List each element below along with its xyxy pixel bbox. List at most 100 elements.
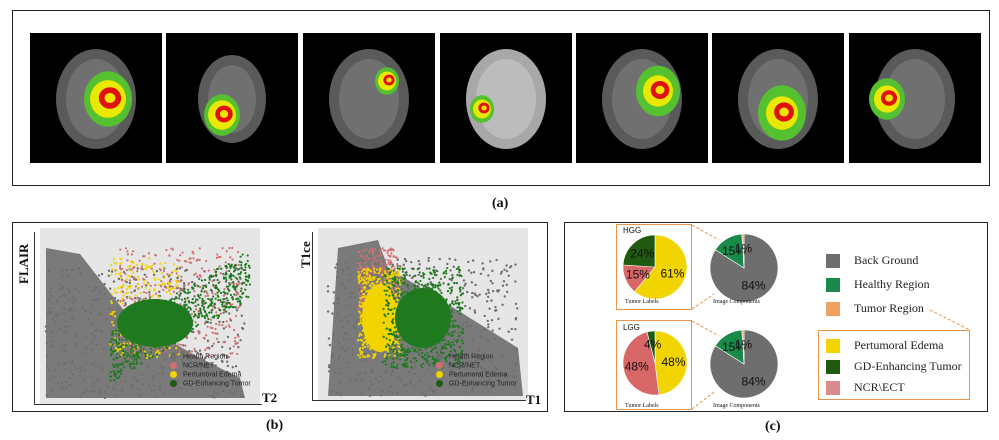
brain-inner — [476, 59, 536, 139]
legend-ncr-label: NCR\ECT — [854, 380, 905, 394]
legend-swatch-healthy — [826, 278, 840, 292]
hgg-pie-frame — [616, 224, 692, 310]
pie-slice-label: 15% — [626, 267, 650, 281]
pie-slice — [622, 331, 660, 396]
pie-slice-label: 1% — [735, 241, 753, 255]
legend-dot — [436, 371, 443, 378]
scatter-legend-item: Health Region — [436, 353, 493, 360]
scatter-legend-item: GD-Enhancing Tumor — [436, 380, 517, 387]
connector-line — [691, 320, 720, 337]
legend-label: Health Region — [449, 353, 494, 361]
pie-slice-label: 24% — [630, 246, 654, 260]
legend-dot — [436, 362, 443, 369]
scatter-1-xlabel: T2 — [262, 390, 278, 405]
panel-a-caption: (a) — [492, 196, 509, 211]
scatter-1-ylabel: FLAIR — [16, 243, 31, 284]
scatter-legend-item: NCR/NET — [170, 362, 214, 369]
legend-swatch-background — [826, 254, 840, 268]
pie-0: 61% 15% 24% — [622, 234, 688, 300]
pie-slice — [634, 234, 688, 300]
scatter-2-axis — [312, 232, 313, 400]
pie-charts: 61%15%24%84%15%1%48%48%4%84%15%1% — [622, 233, 779, 399]
tumor-necrosis-region — [481, 105, 487, 111]
legend-label: Health Region — [183, 353, 228, 361]
legend-background-label: Back Ground — [854, 253, 919, 267]
legend-label: NCR/NET — [183, 362, 215, 370]
pie-slice-label: 84% — [741, 374, 765, 388]
tumor-necrosis-region — [779, 107, 789, 117]
scatter-plot-svg — [44, 246, 252, 400]
pie-slice — [654, 330, 688, 396]
tumor-necrosis-region — [885, 94, 893, 102]
brain-inner — [885, 59, 945, 139]
pie-slice-label: 1% — [735, 337, 753, 351]
legend-dot — [170, 380, 177, 387]
legend-dot — [170, 362, 177, 369]
pie-2: 48%48%4% — [622, 330, 688, 396]
connector-line — [929, 309, 971, 331]
legend-swatch-enhancing — [826, 360, 840, 374]
legend-edema-label: Pertumoral Edema — [854, 338, 944, 352]
scatter-legend-item: Pertumoral Edema — [436, 371, 507, 378]
hgg-title: HGG — [623, 226, 642, 235]
edema-core — [362, 284, 398, 352]
scatter-2-xlabel: T1 — [526, 392, 542, 407]
scatter-plot-svg — [326, 240, 523, 398]
scatter-2-axis-x — [312, 400, 526, 401]
legend-label: Pertumoral Edema — [183, 371, 242, 379]
mri-scan-3 — [303, 33, 435, 163]
legend-label: Pertumoral Edema — [449, 371, 508, 379]
pie-slice-label: 15% — [722, 244, 746, 258]
hgg-image-components-caption: Image Components — [713, 299, 760, 305]
mri-scan-7 — [849, 33, 981, 163]
legend-label: NCR/NET — [449, 362, 481, 370]
legend-healthy-label: Healthy Region — [854, 277, 930, 291]
scatter-plot-t1ce-t1 — [318, 228, 528, 400]
legend-label: GD-Enhancing Tumor — [449, 380, 517, 388]
panel-c-caption: (c) — [765, 419, 781, 434]
lgg-pie-frame — [616, 320, 692, 410]
mri-scan-2 — [166, 33, 298, 163]
enhancing-core — [117, 299, 193, 347]
pie-slice-label: 15% — [722, 340, 746, 354]
scatter-legend-item: Health Region — [170, 353, 227, 360]
mri-scan-1 — [30, 33, 162, 163]
legend-swatch-edema — [826, 339, 840, 353]
enhancing-core — [395, 288, 451, 348]
tumor-necrosis-region — [655, 85, 665, 95]
scatter-plot-flair-t2 — [40, 228, 260, 404]
pie-1: 84% 15%1% — [709, 233, 779, 303]
legend-dot — [436, 380, 443, 387]
connector-line — [691, 293, 715, 310]
legend-dot — [170, 371, 177, 378]
legend-swatch-tumor-region — [826, 302, 840, 316]
connector-line — [691, 224, 720, 241]
scatter-1-axis — [34, 232, 35, 404]
mri-scan-5 — [576, 33, 708, 163]
pie-slice — [741, 233, 745, 269]
tumor-legend-frame — [818, 330, 970, 400]
lgg-tumor-labels-caption: Tumor Labels — [625, 403, 659, 409]
scatter-1-axis-x — [34, 404, 262, 405]
lgg-image-components-caption: Image Components — [713, 403, 760, 409]
lgg-title: LGG — [623, 323, 640, 332]
pie-slice — [622, 234, 656, 268]
legend-label: GD-Enhancing Tumor — [183, 380, 251, 388]
legend-dot — [436, 353, 443, 360]
legend-tumor-region-label: Tumor Region — [854, 301, 924, 315]
mri-scan-4 — [440, 33, 572, 163]
tumor-necrosis-region — [386, 77, 392, 83]
scatter-legend-item: Pertumoral Edema — [170, 371, 241, 378]
scatter-legend-item: NCR/NET — [436, 362, 480, 369]
tumor-necrosis-region — [104, 92, 116, 104]
pie-slice-label: 48% — [625, 359, 649, 373]
health-region-cloud — [46, 248, 245, 398]
panel-b-caption: (b) — [266, 418, 284, 433]
pie-slice-label: 48% — [662, 355, 686, 369]
pie-3: 84% 15%1% — [709, 329, 779, 399]
pie-slice-label: 61% — [660, 266, 684, 280]
legend-enhancing-label: GD-Enhancing Tumor — [854, 359, 962, 373]
pie-slice — [646, 330, 656, 364]
connector-lines — [691, 224, 971, 410]
tumor-necrosis-region — [219, 110, 229, 118]
